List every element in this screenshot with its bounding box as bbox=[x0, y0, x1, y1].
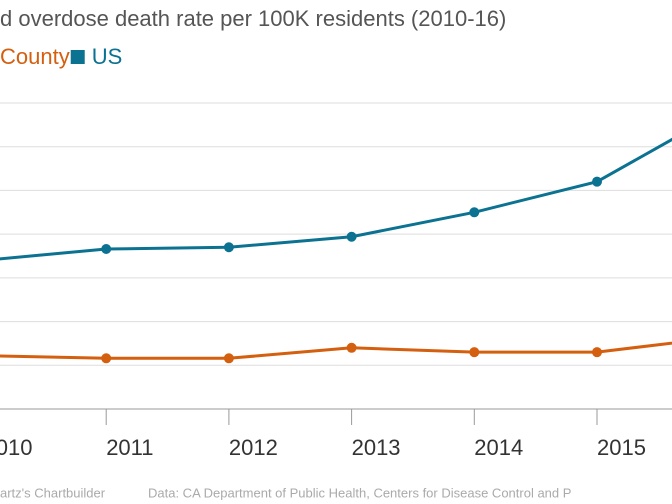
legend-label: US bbox=[92, 44, 123, 69]
data-point bbox=[223, 353, 234, 364]
data-point bbox=[592, 347, 602, 358]
data-point bbox=[346, 342, 357, 353]
x-tick-label: 2012 bbox=[229, 435, 278, 460]
legend-label: County bbox=[0, 44, 70, 69]
x-tick-label: 2013 bbox=[352, 435, 401, 460]
data-point bbox=[101, 353, 112, 364]
data-point bbox=[592, 176, 602, 187]
chart-title: d overdose death rate per 100K residents… bbox=[0, 6, 506, 31]
x-tick-label: 2011 bbox=[106, 435, 153, 460]
data-point bbox=[223, 242, 234, 253]
x-tick-label: 2010 bbox=[0, 435, 32, 460]
footer-credit: artz's Chartbuilder bbox=[0, 485, 106, 500]
footer-source: Data: CA Department of Public Health, Ce… bbox=[148, 485, 571, 500]
data-point bbox=[469, 347, 480, 358]
x-tick-label: 2014 bbox=[474, 435, 523, 460]
data-point bbox=[346, 231, 357, 242]
x-tick-label: 2015 bbox=[597, 435, 646, 460]
series-line bbox=[0, 137, 672, 261]
data-point bbox=[101, 244, 112, 255]
legend-swatch bbox=[70, 50, 85, 64]
series-line bbox=[0, 341, 672, 360]
data-point bbox=[469, 207, 480, 218]
